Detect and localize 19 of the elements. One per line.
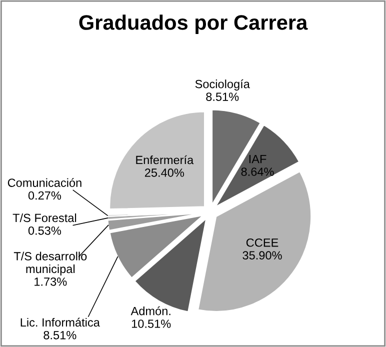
chart-title: Graduados por Carrera — [79, 14, 308, 34]
data-label: 25.40% — [144, 168, 184, 177]
data-label: 8.64% — [241, 168, 274, 176]
data-label: 10.51% — [132, 320, 171, 328]
slice-label: T/S Forestal — [12, 213, 76, 222]
data-label: 0.53% — [28, 226, 62, 235]
data-label: 8.51% — [44, 330, 76, 340]
slice-label: Admón. — [130, 306, 170, 316]
slice-label: T/S desarrollo municipal — [14, 252, 87, 276]
slice-label: Sociología — [195, 79, 250, 91]
slice-label: CCEE — [246, 238, 278, 247]
data-label: 1.73% — [34, 277, 67, 286]
slice-label: Enfermería — [136, 155, 194, 164]
data-label: 35.90% — [242, 251, 282, 260]
slice-label: Lic. Informática — [20, 318, 100, 327]
slice-label: IAF — [249, 154, 266, 164]
data-label: 8.51% — [206, 92, 239, 101]
slice-label: Comunicación — [8, 178, 82, 187]
data-label: 0.27% — [28, 191, 62, 200]
